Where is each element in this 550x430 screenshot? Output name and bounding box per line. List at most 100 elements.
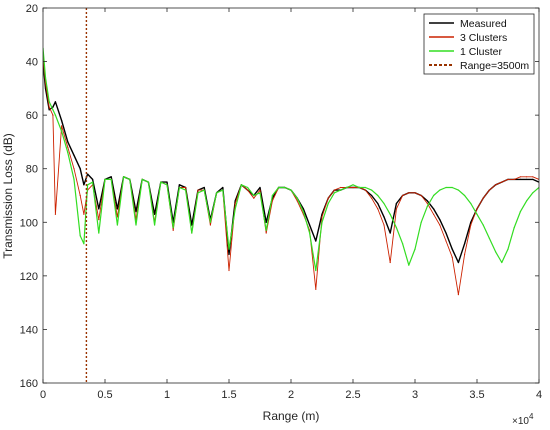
data-point — [92, 178, 94, 180]
x-tick-label: 0.5 — [97, 389, 112, 401]
data-point — [83, 243, 85, 245]
data-point — [92, 181, 94, 183]
data-point — [259, 189, 261, 191]
data-point — [371, 194, 373, 197]
data-point — [73, 168, 75, 170]
data-point — [67, 141, 69, 143]
data-point — [61, 125, 63, 127]
data-point — [476, 213, 478, 215]
data-point — [98, 208, 100, 210]
data-point — [526, 178, 528, 180]
data-point — [389, 261, 391, 264]
data-point — [234, 202, 236, 205]
y-tick-label: 20 — [26, 3, 38, 15]
data-point — [445, 240, 447, 242]
data-point — [160, 181, 162, 183]
data-point — [352, 184, 354, 186]
x-tick-label: 1.5 — [221, 389, 236, 401]
data-point — [408, 192, 410, 194]
data-point — [228, 253, 230, 255]
data-point — [501, 181, 503, 183]
y-axis-label: Transmission Loss (dB) — [1, 133, 15, 259]
data-point — [383, 216, 385, 218]
data-point — [395, 208, 397, 210]
data-point — [395, 202, 397, 205]
data-point — [209, 224, 211, 226]
data-point — [79, 168, 81, 170]
data-point — [265, 221, 267, 223]
data-point — [247, 186, 249, 189]
x-tick-label: 3 — [412, 389, 418, 401]
data-point — [532, 178, 534, 180]
data-point — [451, 248, 453, 250]
data-point — [340, 189, 342, 191]
data-point — [197, 192, 199, 194]
data-point — [333, 189, 335, 191]
data-point — [426, 200, 428, 202]
data-point — [439, 224, 441, 226]
legend-label: Range=3500m — [460, 60, 529, 72]
x-tick-label: 1 — [164, 389, 170, 401]
data-point — [383, 224, 385, 226]
data-point — [333, 192, 335, 194]
data-point — [315, 288, 317, 290]
data-point — [110, 176, 112, 178]
series-layer — [43, 8, 539, 383]
data-point — [271, 194, 273, 197]
data-point — [433, 194, 435, 197]
data-point — [315, 269, 317, 272]
x-tick-label: 2 — [288, 389, 294, 401]
data-point — [470, 221, 472, 223]
data-point — [426, 205, 428, 207]
data-point — [532, 192, 534, 194]
data-point — [87, 184, 89, 186]
data-point — [451, 186, 453, 189]
data-point — [321, 216, 323, 218]
data-point — [321, 221, 323, 223]
data-point — [445, 232, 447, 234]
data-point — [414, 192, 416, 194]
data-point — [154, 213, 156, 215]
data-point — [73, 178, 75, 180]
data-point — [191, 232, 193, 234]
data-point — [247, 189, 249, 191]
data-point — [129, 178, 131, 180]
data-point — [98, 219, 100, 221]
data-point — [519, 178, 522, 180]
x-tick-label: 3.5 — [469, 389, 484, 401]
data-point — [364, 186, 366, 189]
data-point — [364, 189, 366, 191]
data-point — [104, 178, 106, 180]
data-point — [284, 186, 286, 189]
data-point — [67, 152, 69, 154]
data-point — [73, 154, 75, 156]
data-point — [309, 232, 311, 234]
data-point — [439, 219, 441, 221]
data-point — [253, 194, 255, 197]
legend-box — [423, 13, 535, 75]
data-point — [54, 114, 57, 116]
data-point — [79, 235, 81, 237]
data-point — [513, 178, 515, 180]
data-point — [265, 229, 267, 231]
y-tick-label: 160 — [20, 378, 38, 390]
data-point — [414, 248, 416, 250]
data-point — [488, 189, 490, 191]
data-point — [519, 211, 522, 213]
y-axis: 20 40 60 80 100 120 140 160 — [20, 3, 539, 390]
data-point — [296, 200, 298, 202]
data-point — [507, 248, 509, 250]
data-point — [203, 186, 205, 189]
data-point — [52, 109, 54, 111]
data-point — [402, 243, 404, 245]
data-point — [513, 227, 515, 229]
data-point — [228, 248, 230, 250]
data-point — [253, 197, 255, 199]
data-point — [83, 213, 85, 215]
data-point — [302, 208, 304, 210]
data-point — [488, 237, 490, 239]
data-point — [371, 197, 373, 199]
data-point — [44, 87, 47, 89]
x-axis: 0 0.5 1 1.5 2 2.5 3 3.5 4 — [40, 8, 542, 401]
data-point — [457, 189, 459, 191]
